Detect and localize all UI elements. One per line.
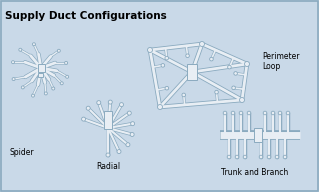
Circle shape: [126, 143, 130, 147]
Circle shape: [120, 103, 123, 107]
Circle shape: [130, 132, 134, 137]
Circle shape: [278, 111, 282, 115]
Circle shape: [223, 111, 227, 115]
Circle shape: [86, 106, 90, 110]
Circle shape: [44, 92, 47, 95]
Text: Perimeter
Loop: Perimeter Loop: [262, 52, 300, 71]
Circle shape: [19, 48, 22, 51]
Circle shape: [82, 117, 85, 121]
Circle shape: [12, 78, 15, 81]
Circle shape: [235, 155, 239, 159]
Circle shape: [228, 65, 231, 69]
Circle shape: [227, 155, 231, 159]
Bar: [254, 128, 262, 142]
Circle shape: [33, 43, 35, 46]
Circle shape: [57, 49, 60, 52]
Circle shape: [259, 155, 263, 159]
Circle shape: [64, 61, 68, 64]
Circle shape: [66, 75, 69, 78]
Circle shape: [244, 61, 249, 66]
Circle shape: [199, 41, 204, 46]
Circle shape: [117, 150, 121, 154]
Circle shape: [240, 98, 244, 103]
Circle shape: [32, 94, 34, 97]
Bar: [38, 73, 42, 77]
Circle shape: [106, 153, 110, 157]
Text: Trunk and Branch: Trunk and Branch: [221, 168, 289, 177]
Circle shape: [161, 64, 165, 67]
Circle shape: [286, 111, 290, 115]
Circle shape: [147, 47, 152, 52]
Circle shape: [263, 111, 267, 115]
Circle shape: [267, 155, 271, 159]
Circle shape: [247, 111, 251, 115]
Circle shape: [97, 101, 101, 105]
Circle shape: [275, 155, 279, 159]
Text: Radial: Radial: [96, 162, 120, 171]
Bar: [187, 64, 197, 80]
Circle shape: [158, 104, 162, 109]
Circle shape: [165, 86, 169, 90]
Circle shape: [108, 100, 112, 104]
Circle shape: [130, 122, 135, 126]
Bar: [38, 64, 44, 72]
Circle shape: [186, 54, 189, 58]
Circle shape: [165, 56, 168, 60]
Circle shape: [234, 72, 237, 75]
Circle shape: [271, 111, 275, 115]
Circle shape: [182, 93, 186, 97]
Bar: [104, 111, 112, 129]
Circle shape: [21, 86, 24, 89]
Text: Supply Duct Configurations: Supply Duct Configurations: [5, 11, 167, 21]
Circle shape: [127, 111, 131, 115]
Circle shape: [11, 61, 15, 64]
Circle shape: [243, 155, 247, 159]
Circle shape: [231, 111, 235, 115]
Circle shape: [210, 57, 213, 61]
Circle shape: [283, 155, 287, 159]
Text: Spider: Spider: [10, 148, 35, 157]
Circle shape: [232, 86, 235, 90]
Circle shape: [60, 82, 63, 85]
Circle shape: [239, 111, 243, 115]
Circle shape: [215, 90, 218, 94]
Circle shape: [52, 87, 55, 90]
